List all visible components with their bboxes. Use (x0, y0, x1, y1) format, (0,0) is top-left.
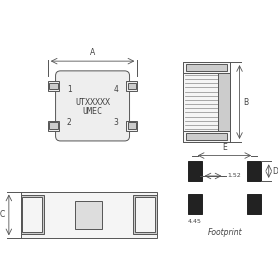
Text: 4.45: 4.45 (188, 219, 202, 224)
Text: 3: 3 (113, 118, 118, 127)
Bar (49, 122, 58, 129)
Bar (247, 195, 261, 214)
Bar (188, 162, 202, 181)
Text: B: B (244, 98, 249, 106)
FancyBboxPatch shape (56, 71, 130, 141)
Bar (218, 73, 230, 131)
Text: C: C (0, 210, 5, 219)
Bar (128, 122, 136, 129)
Bar (135, 197, 155, 232)
Bar (183, 62, 230, 73)
Text: A: A (90, 48, 95, 57)
Bar (21, 192, 157, 238)
Bar (186, 64, 227, 71)
Bar (247, 162, 261, 181)
Bar (21, 195, 44, 234)
Bar (183, 62, 230, 142)
Bar (183, 131, 230, 142)
Text: UMEC: UMEC (83, 107, 103, 116)
Text: E: E (222, 143, 227, 152)
Bar (75, 201, 102, 229)
Bar (126, 81, 137, 91)
Bar (48, 120, 59, 131)
Text: 1.52: 1.52 (227, 173, 241, 178)
Text: 2: 2 (67, 118, 71, 127)
Text: D: D (273, 167, 278, 176)
Text: 1: 1 (67, 85, 71, 94)
Bar (128, 83, 136, 89)
Text: 4: 4 (113, 85, 118, 94)
Bar (186, 133, 227, 140)
Bar (49, 83, 58, 89)
Text: Footprint: Footprint (208, 228, 242, 237)
Bar (48, 81, 59, 91)
Bar (23, 197, 42, 232)
Bar (188, 195, 202, 214)
Bar (133, 195, 157, 234)
Text: UTXXXXX: UTXXXXX (75, 98, 110, 106)
Bar (126, 120, 137, 131)
